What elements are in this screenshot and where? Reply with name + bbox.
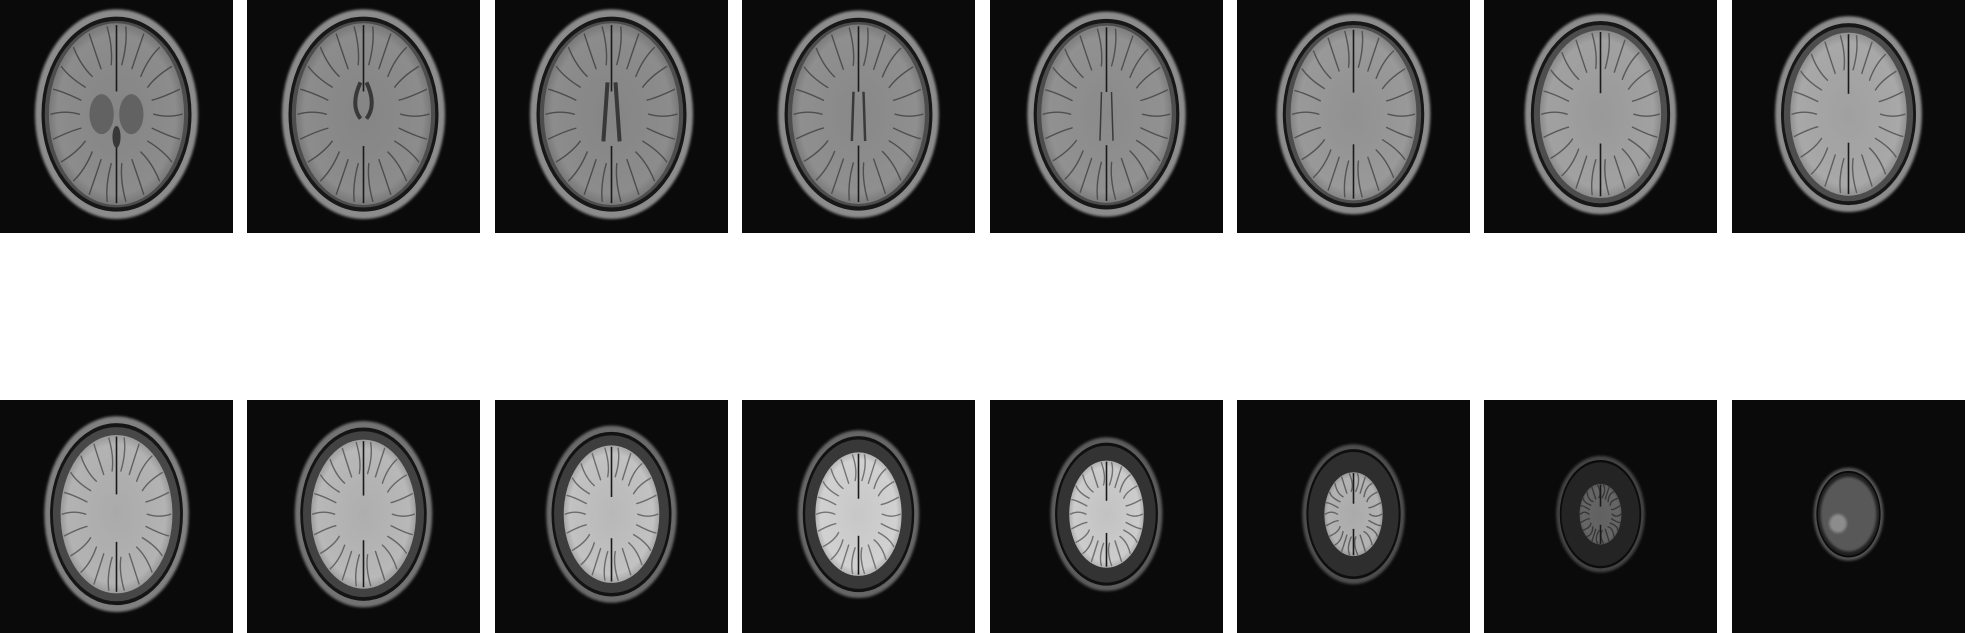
axial-brain-slice bbox=[742, 400, 975, 633]
mri-slice-tile bbox=[247, 0, 480, 233]
axial-brain-slice bbox=[1484, 0, 1717, 233]
mri-slice-tile bbox=[742, 400, 975, 633]
mri-slice-tile bbox=[495, 0, 728, 233]
mri-slice-tile bbox=[1484, 0, 1717, 233]
slice-row-bottom bbox=[0, 400, 1970, 633]
axial-brain-slice bbox=[990, 400, 1223, 633]
mri-slice-tile bbox=[1237, 400, 1470, 633]
mri-slice-tile bbox=[990, 400, 1223, 633]
axial-brain-slice bbox=[247, 0, 480, 233]
axial-brain-slice bbox=[1237, 0, 1470, 233]
mri-slice-tile bbox=[1732, 0, 1965, 233]
axial-brain-slice bbox=[247, 400, 480, 633]
axial-brain-slice bbox=[1237, 400, 1470, 633]
axial-brain-slice bbox=[1732, 0, 1965, 233]
mri-slice-tile bbox=[495, 400, 728, 633]
axial-brain-slice bbox=[495, 400, 728, 633]
axial-brain-slice bbox=[0, 400, 233, 633]
mri-slice-tile bbox=[1237, 0, 1470, 233]
axial-brain-slice bbox=[742, 0, 975, 233]
mri-slice-tile bbox=[247, 400, 480, 633]
mri-slice-tile bbox=[1484, 400, 1717, 633]
axial-brain-slice bbox=[0, 0, 233, 233]
axial-brain-slice bbox=[1732, 400, 1965, 633]
axial-brain-slice bbox=[495, 0, 728, 233]
mri-slice-tile bbox=[742, 0, 975, 233]
mri-slice-tile bbox=[990, 0, 1223, 233]
mri-slice-tile bbox=[1732, 400, 1965, 633]
mri-slice-tile bbox=[0, 400, 233, 633]
slice-row-top bbox=[0, 0, 1970, 233]
mri-slice-tile bbox=[0, 0, 233, 233]
axial-brain-slice bbox=[1484, 400, 1717, 633]
axial-brain-slice bbox=[990, 0, 1223, 233]
